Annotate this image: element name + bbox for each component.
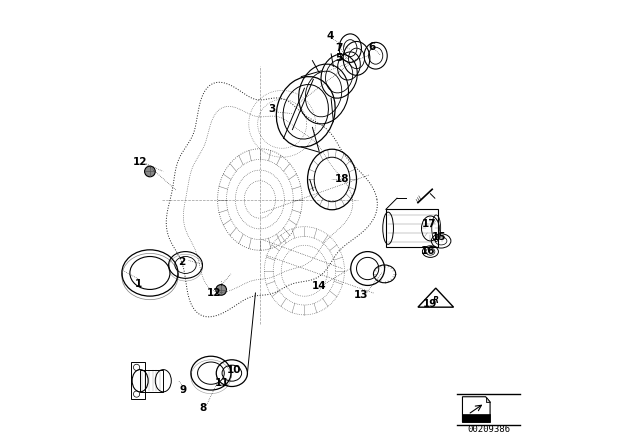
Polygon shape — [486, 397, 490, 402]
Text: 2: 2 — [179, 257, 186, 267]
Circle shape — [216, 284, 227, 295]
Text: 00209386: 00209386 — [467, 425, 510, 434]
Text: 5: 5 — [335, 53, 343, 63]
Text: 11: 11 — [215, 379, 230, 388]
Text: 4: 4 — [326, 31, 334, 41]
Text: R: R — [433, 296, 438, 305]
Text: 6: 6 — [369, 42, 376, 52]
Bar — [386, 209, 438, 247]
Text: 8: 8 — [200, 403, 207, 413]
Text: 19: 19 — [423, 299, 438, 309]
Text: 7: 7 — [335, 43, 343, 53]
Circle shape — [145, 166, 156, 177]
Text: 16: 16 — [421, 246, 435, 256]
Bar — [463, 414, 490, 422]
Text: 17: 17 — [422, 219, 437, 229]
Text: 12: 12 — [133, 157, 147, 167]
Text: 1: 1 — [135, 279, 143, 289]
Text: 15: 15 — [432, 233, 447, 242]
Polygon shape — [463, 397, 490, 422]
Text: 3: 3 — [269, 104, 276, 114]
Text: 18: 18 — [335, 174, 349, 185]
Text: 12: 12 — [207, 288, 221, 298]
Text: 13: 13 — [354, 290, 369, 300]
Text: 14: 14 — [312, 281, 326, 291]
Text: 10: 10 — [227, 365, 242, 375]
Text: 9: 9 — [179, 385, 186, 395]
